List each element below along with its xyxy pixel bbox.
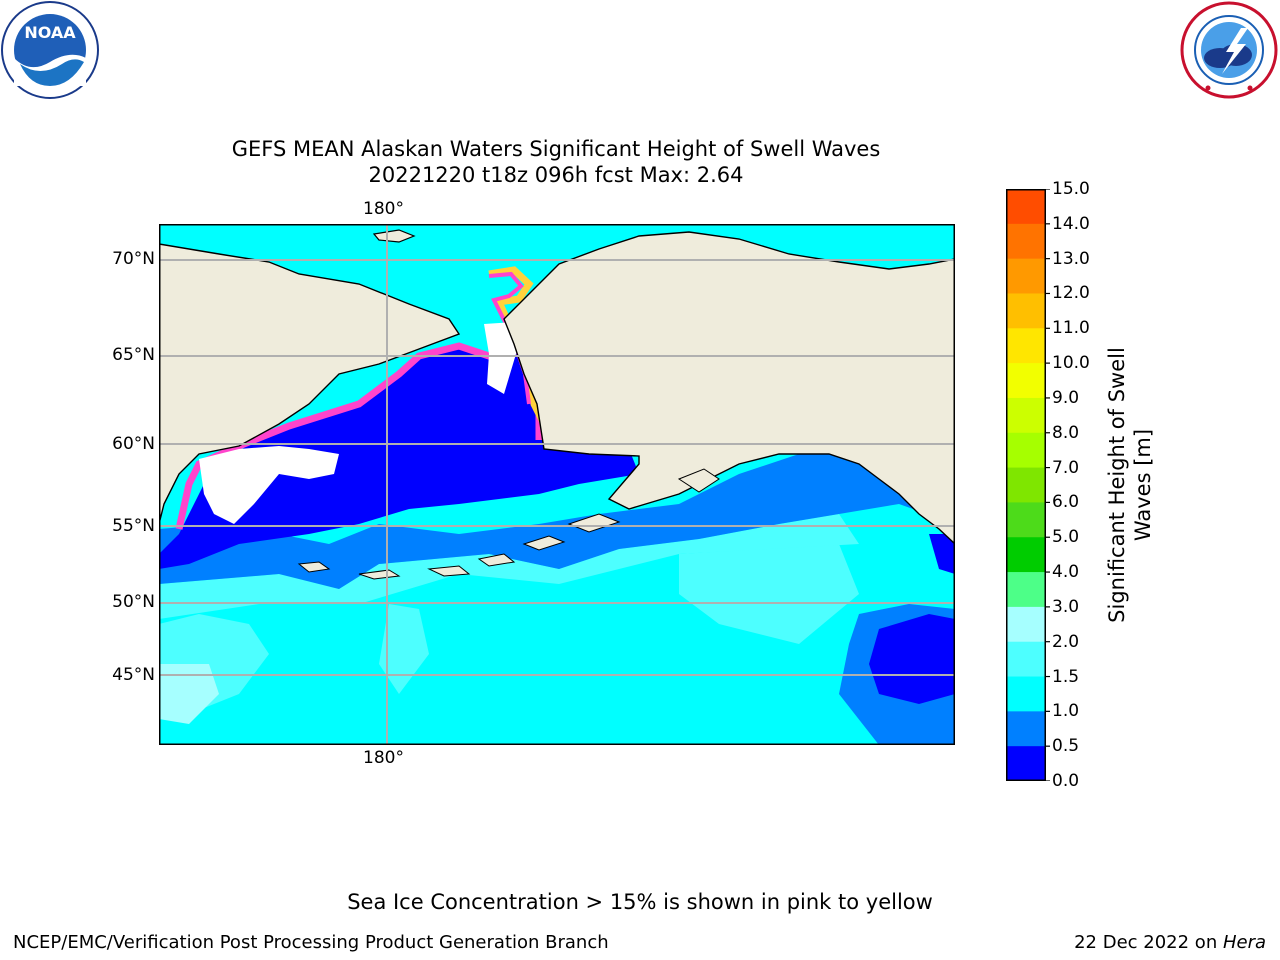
noaa-logo-icon: NOAA [1,1,99,99]
colorbar-swatch [1006,641,1046,678]
colorbar-swatch [1006,676,1046,712]
swell-area-2-3b [159,664,219,724]
colorbar-swatch [1006,258,1046,294]
colorbar-tick-label: 1.5 [1052,666,1080,687]
colorbar-swatch [1006,572,1046,608]
lat-label-60: 60°N [112,434,155,454]
colorbar [1006,189,1050,781]
colorbar-swatch [1006,223,1046,260]
swell-area-1-1.5 [159,449,955,589]
colorbar-swatch [1006,746,1046,781]
gridlines [159,224,955,745]
footer-branch: NCEP/EMC/Verification Post Processing Pr… [13,932,609,953]
footer-date: 22 Dec 2022 on Hera [1074,932,1266,953]
land-chukotka [159,243,461,525]
colorbar-tick-label: 12.0 [1052,283,1090,304]
swell-area-0-0.5c [929,534,955,574]
swell-area-0-0.5 [159,344,639,569]
colorbar-tick-label: 11.0 [1052,318,1090,339]
colorbar-tick-label: 1.0 [1052,701,1080,722]
colorbar-tick-label: 4.0 [1052,562,1080,583]
colorbar-swatch [1006,711,1046,747]
swell-area-0-0.5b [869,614,955,704]
colorbar-tick-label: 7.0 [1052,457,1080,478]
colorbar-tick-label: 9.0 [1052,387,1080,408]
colorbar-swatch [1006,537,1046,573]
nws-logo-icon [1180,1,1278,99]
colorbar-swatch [1006,363,1046,399]
colorbar-swatch [1006,502,1046,538]
land-kodiak [677,468,720,493]
colorbar-swatch [1006,467,1046,503]
swell-area-2-3d [679,544,859,644]
colorbar-tick-label: 6.0 [1052,492,1080,513]
colorbar-tick-label: 0.5 [1052,736,1080,757]
map-panel [159,224,955,745]
footer-date-text: 22 Dec 2022 on [1074,932,1223,953]
lat-label-45: 45°N [112,665,155,685]
colorbar-swatch [1006,293,1046,329]
lat-label-65: 65°N [112,345,155,365]
swell-area-2-3e [159,514,859,619]
svg-text:NOAA: NOAA [24,23,76,42]
sea-ice-note: Sea Ice Concentration > 15% is shown in … [347,890,933,914]
ice-white-area [199,446,339,524]
colorbar-tick-label: 8.0 [1052,422,1080,443]
colorbar-swatch [1006,432,1046,469]
lon-label-bottom: 180° [363,748,404,768]
lat-label-70: 70°N [112,249,155,269]
colorbar-label-line2: Waves [m] [1131,428,1155,542]
lon-label-top: 180° [363,199,404,219]
colorbar-tick-label: 13.0 [1052,248,1090,269]
colorbar-tick-label: 15.0 [1052,179,1090,199]
ice-white-area-b [484,322,519,394]
colorbar-tick-label: 10.0 [1052,353,1090,374]
chart-title: GEFS MEAN Alaskan Waters Significant Hei… [231,137,881,161]
land-aleutians [297,513,621,580]
colorbar-swatch [1006,397,1046,434]
colorbar-tick-label: 2.0 [1052,631,1080,652]
colorbar-swatch [1006,606,1046,643]
footer-host: Hera [1222,932,1266,953]
land-st-lawrence [372,229,416,243]
colorbar-label: Significant Height of Swell Waves [m] [1104,285,1156,685]
lat-label-50: 50°N [112,592,155,612]
colorbar-swatch [1006,189,1046,225]
land-alaska [503,231,955,545]
swell-area-2-3c [379,604,429,694]
lat-label-55: 55°N [112,516,155,536]
colorbar-tick-label: 5.0 [1052,527,1080,548]
colorbar-tick-label: 14.0 [1052,213,1090,234]
chart-subtitle: 20221220 t18z 096h fcst Max: 2.64 [368,163,744,187]
colorbar-tick-label: 0.0 [1052,771,1080,791]
colorbar-label-line1: Significant Height of Swell [1105,347,1129,623]
colorbar-swatch [1006,328,1046,364]
colorbar-tick-label: 3.0 [1052,596,1080,617]
